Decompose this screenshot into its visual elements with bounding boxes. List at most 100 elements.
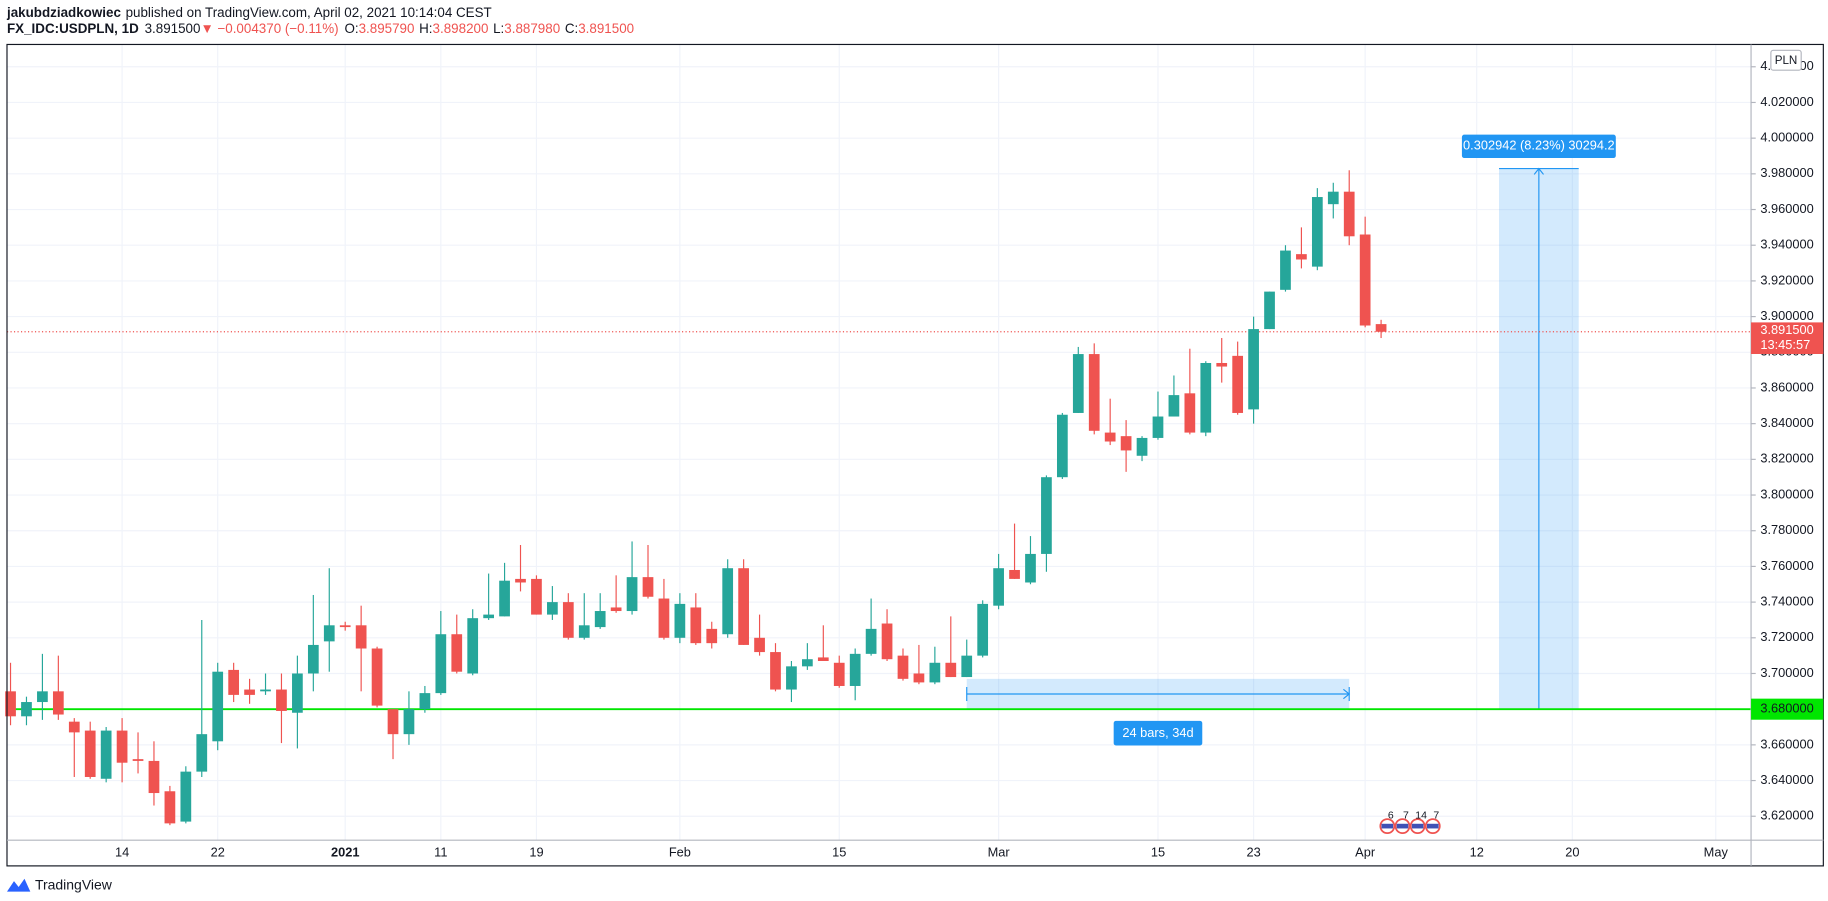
y-tick-label: 3.660000 <box>1760 736 1813 751</box>
x-tick-label: Feb <box>669 844 691 859</box>
y-tick-label: 3.700000 <box>1760 665 1813 680</box>
candle-body <box>435 634 447 694</box>
candle-body <box>690 607 702 644</box>
x-tick-label: 2021 <box>331 844 359 859</box>
event-label: 7 <box>1433 809 1439 821</box>
candle-body <box>323 625 335 642</box>
candle-body <box>196 734 208 772</box>
candle-body <box>37 691 48 703</box>
footer-text: TradingView <box>35 876 113 892</box>
date-range-label-box <box>1113 720 1203 746</box>
ohlc-key: L: <box>493 21 504 36</box>
candle-body <box>451 634 463 672</box>
candle-body <box>754 637 765 653</box>
y-tick-label: 4.000000 <box>1760 130 1813 145</box>
countdown-label: 13:45:57 <box>1760 337 1810 352</box>
candle-body <box>483 614 494 619</box>
y-tick-label: 3.800000 <box>1760 486 1813 501</box>
event-flag-stripe <box>1396 823 1409 829</box>
x-tick-label: 12 <box>1470 844 1484 859</box>
level-axis-label: 3.680000 <box>1760 701 1813 716</box>
event-flag-stripe <box>1411 823 1424 829</box>
candle-body <box>722 568 734 635</box>
candle-body <box>1327 191 1339 205</box>
candle-body <box>594 611 606 628</box>
candle-body <box>1280 250 1291 290</box>
candle-body <box>228 669 240 695</box>
candle-body <box>84 730 96 777</box>
frame <box>6 43 1824 867</box>
y-tick-label: 3.840000 <box>1760 415 1813 430</box>
candle-body <box>164 791 176 824</box>
candle-body <box>897 655 909 679</box>
currency-badge <box>1770 49 1802 71</box>
y-tick-label: 3.780000 <box>1760 522 1813 537</box>
candle-body <box>5 691 16 717</box>
candle-body <box>945 662 957 678</box>
candle-body <box>1056 414 1068 478</box>
candle-body <box>1120 436 1132 451</box>
logo-icon <box>6 878 31 892</box>
candle-body <box>1041 477 1052 554</box>
candle-body <box>817 657 829 661</box>
candle-body <box>977 603 989 656</box>
x-tick-label: 15 <box>1151 844 1165 859</box>
candle-body <box>1248 329 1259 410</box>
candle-body <box>1088 354 1100 431</box>
x-tick-label: May <box>1704 844 1729 859</box>
candle-body <box>116 730 128 763</box>
candle-body <box>1072 354 1084 413</box>
candle-body <box>21 702 32 717</box>
candle-body <box>786 666 797 690</box>
candle-body <box>961 655 973 678</box>
candle-body <box>387 709 399 735</box>
candle-body <box>547 602 558 615</box>
y-tick-label: 3.900000 <box>1760 308 1813 323</box>
event-flag-stripe <box>1426 823 1439 829</box>
candle-body <box>339 625 351 628</box>
candle-body <box>833 662 845 686</box>
candle-body <box>626 577 638 612</box>
candle-body <box>1200 362 1212 433</box>
candle-body <box>292 673 303 713</box>
candle-body <box>865 628 877 654</box>
x-tick-label: 11 <box>434 844 447 859</box>
ohlc-value: 3.887980 <box>504 21 560 36</box>
x-tick-label: Mar <box>988 844 1011 859</box>
event-flag-stripe <box>1381 823 1394 829</box>
candle-body <box>1136 437 1148 456</box>
y-tick-label: 3.940000 <box>1760 237 1813 252</box>
candle-body <box>419 693 431 710</box>
price-range-label: 0.302942 (8.23%) 30294.2 <box>1463 138 1615 153</box>
axes: 3.620000 3.640000 3.660000 3.680000 3.700000… <box>115 58 1824 859</box>
candle-body <box>515 578 526 583</box>
candle-body <box>260 689 271 692</box>
x-tick-label: 22 <box>211 844 225 859</box>
candle-body <box>100 730 112 779</box>
candle-body <box>1311 197 1323 267</box>
price-range-label-box <box>1461 134 1616 159</box>
y-tick-label: 3.920000 <box>1760 272 1813 287</box>
candle-body <box>1168 395 1180 417</box>
y-tick-label: 3.620000 <box>1760 808 1813 823</box>
candle-body <box>132 759 144 761</box>
published: published on TradingView.com, April 02, … <box>126 4 492 19</box>
candle-body <box>1216 362 1228 367</box>
candle-body <box>642 577 654 597</box>
candle-body <box>881 623 893 660</box>
date-range-label: 24 bars, 34d <box>1122 725 1193 740</box>
candle-body <box>371 648 383 706</box>
candle-body <box>1343 191 1355 237</box>
candle-body <box>562 602 574 638</box>
y-tick-label: 3.980000 <box>1760 165 1813 180</box>
x-tick-label: 20 <box>1565 844 1579 859</box>
candle-body <box>467 618 479 674</box>
ohlc-value: 3.895790 <box>359 21 415 36</box>
x-tick-label: Apr <box>1355 844 1376 859</box>
y-tick-label: 4.020000 <box>1760 94 1813 109</box>
currency: PLN <box>1775 54 1798 67</box>
candle-body <box>307 644 319 674</box>
